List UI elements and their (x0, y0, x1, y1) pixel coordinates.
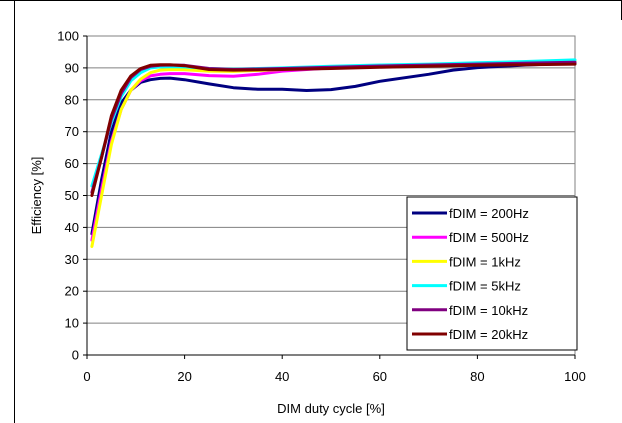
legend-label: fDIM = 20kHz (449, 327, 528, 342)
legend-label: fDIM = 5kHz (449, 279, 521, 294)
x-tick-label: 20 (177, 369, 191, 384)
legend-label: fDIM = 200Hz (449, 206, 529, 221)
y-tick-label: 10 (65, 316, 79, 331)
legend-box (406, 196, 578, 351)
legend-label: fDIM = 500Hz (449, 230, 529, 245)
axes: 0 10 20 30 40 50 60 70 80 90 100 0 20 40 60 80 100 (57, 29, 586, 385)
y-tick-label: 20 (65, 284, 79, 299)
series-lines (90, 58, 577, 248)
y-tick-label: 80 (65, 92, 79, 107)
y-tick-label: 100 (57, 29, 79, 44)
y-tick-label: 40 (65, 220, 79, 235)
x-tick-label: 40 (275, 369, 289, 384)
legend-label: fDIM = 10kHz (449, 303, 528, 318)
y-tick-label: 30 (65, 252, 79, 267)
legend: fDIM = 200Hz fDIM = 500Hz fDIM = 1kHz fDIM … (406, 196, 578, 351)
y-tick-label: 60 (65, 156, 79, 171)
series-line-5 (90, 60, 577, 194)
x-tick-label: 80 (470, 369, 484, 384)
x-axis-title: DIM duty cycle [%] (277, 401, 385, 416)
y-tick-label: 50 (65, 188, 79, 203)
series-line-6 (90, 62, 577, 197)
y-tick-label: 0 (72, 348, 79, 363)
y-axis-title: Efficiency [%] (29, 157, 44, 235)
x-tick-label: 100 (564, 369, 586, 384)
legend-label: fDIM = 1kHz (449, 254, 521, 269)
x-tick-label: 0 (83, 369, 90, 384)
y-tick-label: 90 (65, 60, 79, 75)
x-tick-label: 60 (373, 369, 387, 384)
y-tick-label: 70 (65, 124, 79, 139)
